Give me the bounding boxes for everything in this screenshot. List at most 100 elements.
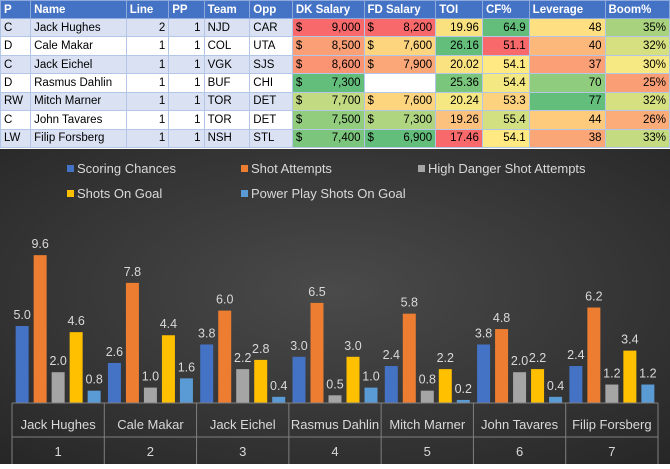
cell-toi[interactable]: 17.46 <box>435 128 483 149</box>
cell-team[interactable]: NJD <box>203 17 251 38</box>
data-label: 0.4 <box>270 379 287 393</box>
cell-pp[interactable]: 1 <box>168 91 205 112</box>
cell-name[interactable]: Jack Eichel <box>30 54 127 75</box>
header-dk-salary[interactable]: DK Salary <box>291 0 365 19</box>
cell-team[interactable]: NSH <box>203 128 251 149</box>
header-opp[interactable]: Opp <box>249 0 293 19</box>
cell-pp[interactable]: 1 <box>168 128 205 149</box>
cell-line[interactable]: 1 <box>125 128 170 149</box>
cell-leverage[interactable]: 77 <box>528 91 606 112</box>
cell-position[interactable]: C <box>0 110 32 130</box>
cell-toi[interactable]: 25.36 <box>435 73 483 93</box>
cell-position[interactable]: RW <box>0 91 32 112</box>
header-pp[interactable]: PP <box>168 0 205 19</box>
header-position[interactable]: P <box>0 0 32 19</box>
cell-pp[interactable]: 1 <box>168 110 205 130</box>
header-team[interactable]: Team <box>203 0 251 19</box>
cell-pp[interactable]: 1 <box>168 54 205 75</box>
header-fd-salary[interactable]: FD Salary <box>363 0 437 19</box>
cell-team[interactable]: VGK <box>203 54 251 75</box>
cell-cf[interactable]: 53.3 <box>481 91 530 112</box>
cell-name[interactable]: John Tavares <box>30 110 127 130</box>
cell-dk-salary[interactable]: $8,600 <box>291 54 365 75</box>
cell-fd-salary[interactable]: $7,900 <box>363 54 437 75</box>
cell-toi[interactable]: 26.16 <box>435 36 483 56</box>
cell-team[interactable]: TOR <box>203 110 251 130</box>
cell-leverage[interactable]: 40 <box>528 36 606 56</box>
cell-dk-salary[interactable]: $7,500 <box>291 110 365 130</box>
cell-cf[interactable]: 54.1 <box>481 128 530 149</box>
cell-toi[interactable]: 19.96 <box>435 17 483 38</box>
cell-team[interactable]: BUF <box>203 73 251 93</box>
cell-team[interactable]: TOR <box>203 91 251 112</box>
cell-leverage[interactable]: 37 <box>528 54 606 75</box>
cell-boom[interactable]: 26% <box>604 110 670 130</box>
cell-fd-salary[interactable]: $7,300 <box>363 110 437 130</box>
cell-opp[interactable]: UTA <box>249 36 293 56</box>
cell-position[interactable]: LW <box>0 128 32 149</box>
cell-dk-salary[interactable]: $7,700 <box>291 91 365 112</box>
data-label: 1.0 <box>142 370 159 384</box>
cell-opp[interactable]: SJS <box>249 54 293 75</box>
cell-leverage[interactable]: 38 <box>528 128 606 149</box>
cell-dk-salary[interactable]: $9,000 <box>291 17 365 38</box>
cell-position[interactable]: C <box>0 17 32 38</box>
cell-fd-salary[interactable]: $7,600 <box>363 36 437 56</box>
cell-opp[interactable]: STL <box>249 128 293 149</box>
cell-dk-salary[interactable]: $7,300 <box>291 73 365 93</box>
cell-name[interactable]: Filip Forsberg <box>30 128 127 149</box>
cell-dk-salary[interactable]: $8,500 <box>291 36 365 56</box>
header-name[interactable]: Name <box>30 0 127 19</box>
cell-cf[interactable]: 51.1 <box>481 36 530 56</box>
cell-leverage[interactable]: 48 <box>528 17 606 38</box>
cell-boom[interactable]: 25% <box>604 73 670 93</box>
cell-fd-salary[interactable]: $8,200 <box>363 17 437 38</box>
cell-fd-salary[interactable] <box>363 73 437 93</box>
cell-name[interactable]: Rasmus Dahlin <box>30 73 127 93</box>
cell-opp[interactable]: CHI <box>249 73 293 93</box>
cell-cf[interactable]: 54.4 <box>481 73 530 93</box>
cell-boom[interactable]: 30% <box>604 54 670 75</box>
cell-boom[interactable]: 35% <box>604 17 670 38</box>
header-line[interactable]: Line <box>125 0 170 19</box>
legend-entry: Shot Attempts <box>251 161 332 176</box>
cell-boom[interactable]: 33% <box>604 128 670 149</box>
header-boom[interactable]: Boom% <box>604 0 670 19</box>
cell-cf[interactable]: 54.1 <box>481 54 530 75</box>
cell-opp[interactable]: DET <box>249 110 293 130</box>
cell-team[interactable]: COL <box>203 36 251 56</box>
cell-opp[interactable]: DET <box>249 91 293 112</box>
cell-pp[interactable]: 1 <box>168 17 205 38</box>
cell-pp[interactable]: 1 <box>168 36 205 56</box>
cell-line[interactable]: 2 <box>125 17 170 38</box>
cell-leverage[interactable]: 70 <box>528 73 606 93</box>
cell-cf[interactable]: 64.9 <box>481 17 530 38</box>
cell-name[interactable]: Cale Makar <box>30 36 127 56</box>
cell-fd-salary[interactable]: $6,900 <box>363 128 437 149</box>
cell-position[interactable]: D <box>0 36 32 56</box>
header-leverage[interactable]: Leverage <box>528 0 606 19</box>
cell-dk-salary[interactable]: $7,400 <box>291 128 365 149</box>
cell-opp[interactable]: CAR <box>249 17 293 38</box>
cell-fd-salary[interactable]: $7,600 <box>363 91 437 112</box>
cell-position[interactable]: C <box>0 54 32 75</box>
cell-position[interactable]: D <box>0 73 32 93</box>
data-label: 1.2 <box>603 367 620 381</box>
cell-name[interactable]: Jack Hughes <box>30 17 127 38</box>
cell-name[interactable]: Mitch Marner <box>30 91 127 112</box>
cell-line[interactable]: 1 <box>125 54 170 75</box>
cell-toi[interactable]: 20.24 <box>435 91 483 112</box>
cell-toi[interactable]: 19.26 <box>435 110 483 130</box>
cell-boom[interactable]: 32% <box>604 36 670 56</box>
header-cf[interactable]: CF% <box>481 0 530 19</box>
cell-boom[interactable]: 32% <box>604 91 670 112</box>
cell-line[interactable]: 1 <box>125 73 170 93</box>
cell-cf[interactable]: 55.4 <box>481 110 530 130</box>
header-toi[interactable]: TOI <box>435 0 483 19</box>
cell-line[interactable]: 1 <box>125 91 170 112</box>
cell-toi[interactable]: 20.02 <box>435 54 483 75</box>
cell-line[interactable]: 1 <box>125 36 170 56</box>
cell-pp[interactable]: 1 <box>168 73 205 93</box>
cell-leverage[interactable]: 44 <box>528 110 606 130</box>
cell-line[interactable]: 1 <box>125 110 170 130</box>
